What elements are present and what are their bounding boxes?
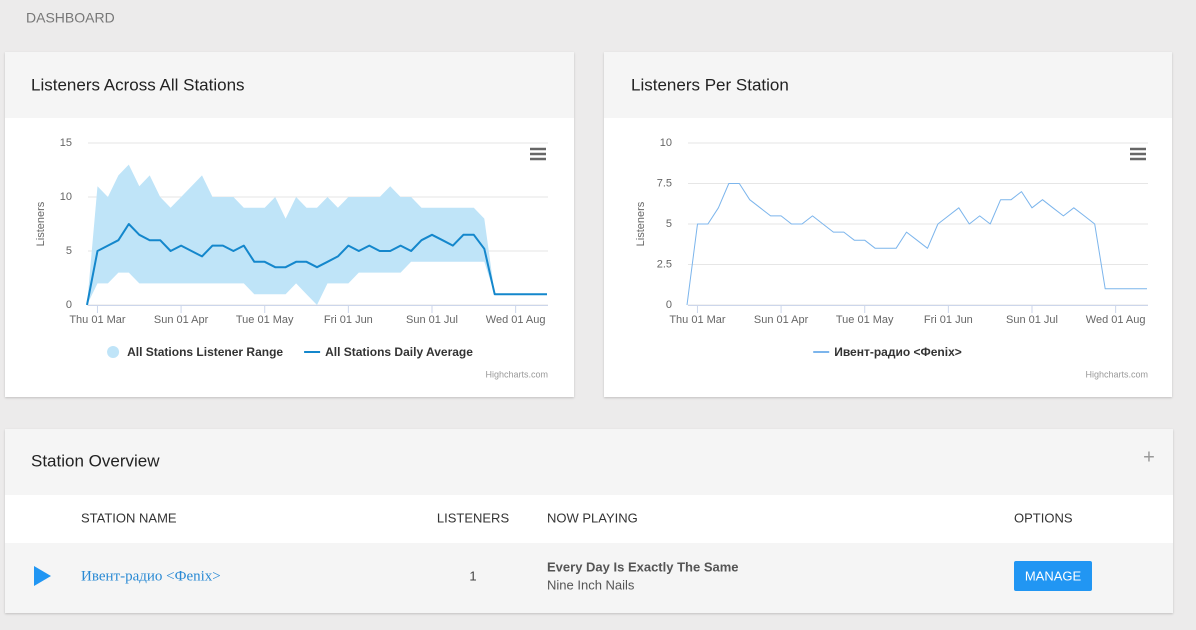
chart-title: Listeners Per Station [631, 75, 789, 94]
table-row [5, 543, 1173, 613]
x-tick-label: Sun 01 Jul [1006, 314, 1058, 326]
legend-label: All Stations Daily Average [325, 345, 473, 359]
chart-title: Listeners Across All Stations [31, 75, 245, 94]
x-tick-label: Sun 01 Jul [406, 314, 458, 326]
x-tick-label: Wed 01 Aug [1086, 314, 1146, 326]
station-link[interactable]: Ивент-радио <Фenix> [81, 568, 221, 584]
y-tick-label: 0 [66, 299, 72, 311]
listener-count: 1 [469, 568, 476, 583]
x-tick-label: Thu 01 Mar [669, 314, 726, 326]
chart-menu[interactable] [530, 147, 546, 161]
credits: Highcharts.com [1085, 369, 1148, 379]
y-tick-label: 5 [66, 245, 72, 257]
y-axis-title: Listeners [35, 201, 47, 246]
x-tick-label: Sun 01 Apr [754, 314, 809, 326]
page-title: DASHBOARD [26, 10, 115, 26]
legend-label: Ивент-радио <Фenix> [834, 345, 962, 359]
table-title: Station Overview [31, 451, 160, 470]
column-header: NOW PLAYING [547, 510, 638, 525]
range-area [87, 164, 547, 305]
column-header: LISTENERS [437, 510, 510, 525]
x-tick-label: Tue 01 May [836, 314, 894, 326]
column-header: OPTIONS [1014, 510, 1073, 525]
chart-menu[interactable] [1130, 147, 1146, 161]
card-header [5, 429, 1173, 495]
y-tick-label: 7.5 [657, 177, 672, 189]
song-title: Every Day Is Exactly The Same [547, 559, 739, 574]
y-tick-label: 10 [660, 137, 672, 149]
y-tick-label: 5 [666, 218, 672, 230]
series-line [86, 223, 547, 306]
x-tick-label: Thu 01 Mar [69, 314, 126, 326]
y-tick-label: 10 [60, 191, 72, 203]
song-artist: Nine Inch Nails [547, 577, 635, 592]
y-axis-title: Listeners [635, 201, 647, 246]
y-tick-label: 0 [666, 299, 672, 311]
x-tick-label: Fri 01 Jun [924, 314, 973, 326]
add-button[interactable]: + [1143, 446, 1155, 468]
manage-button[interactable] [1014, 561, 1092, 591]
legend-marker [107, 346, 120, 358]
series-line [686, 183, 1147, 306]
credits: Highcharts.com [485, 369, 548, 379]
y-tick-label: 15 [60, 137, 72, 149]
card-header [5, 52, 574, 118]
manage-button-label[interactable]: MANAGE [1025, 568, 1082, 583]
play-button[interactable] [34, 566, 51, 586]
y-tick-label: 2.5 [657, 258, 672, 270]
x-tick-label: Tue 01 May [236, 314, 294, 326]
x-tick-label: Fri 01 Jun [324, 314, 373, 326]
legend-label: All Stations Listener Range [127, 345, 283, 359]
x-tick-label: Sun 01 Apr [154, 314, 209, 326]
x-tick-label: Wed 01 Aug [486, 314, 546, 326]
column-header: STATION NAME [81, 510, 177, 525]
card-header [604, 52, 1172, 118]
